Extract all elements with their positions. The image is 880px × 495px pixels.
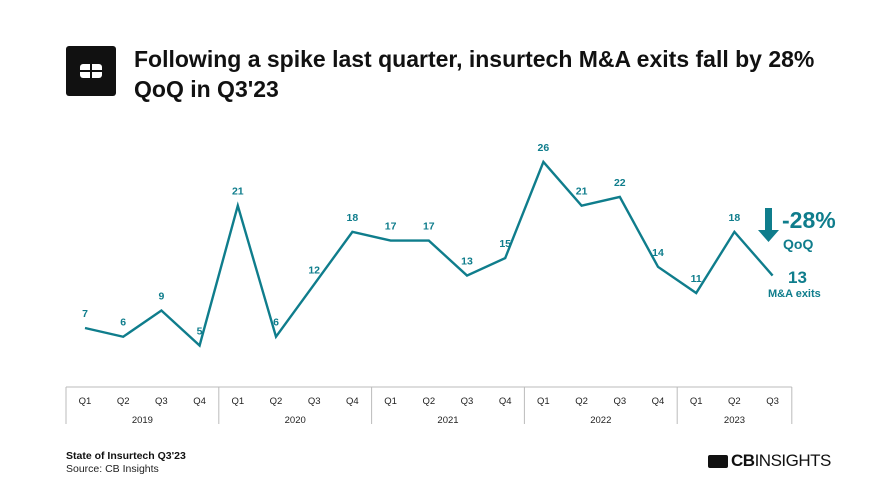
data-label: 14	[652, 247, 664, 259]
quarter-tick-label: Q1	[79, 396, 92, 407]
data-label: 26	[538, 142, 550, 154]
year-tick-label: 2019	[132, 415, 153, 426]
quarter-tick-label: Q3	[155, 396, 168, 407]
data-label: 12	[308, 264, 320, 276]
change-percent: -28%	[782, 207, 836, 233]
cb-insights-logo: CB INSIGHTS	[708, 451, 831, 471]
quarter-tick-label: Q1	[537, 396, 550, 407]
change-label: QoQ	[783, 236, 813, 252]
quarter-tick-label: Q1	[231, 396, 244, 407]
quarter-tick-label: Q2	[270, 396, 283, 407]
data-label: 13	[461, 256, 473, 268]
year-tick-label: 2021	[437, 415, 458, 426]
quarter-tick-label: Q4	[499, 396, 512, 407]
report-name: State of Insurtech Q3'23	[66, 450, 186, 462]
chart-title: Following a spike last quarter, insurtec…	[134, 46, 815, 102]
series-line	[84, 159, 774, 348]
quarter-tick-label: Q2	[575, 396, 588, 407]
quarter-tick-label: Q2	[728, 396, 741, 407]
quarter-tick-label: Q4	[193, 396, 206, 407]
data-label: 9	[158, 291, 164, 303]
brand-mark-icon	[708, 454, 728, 468]
quarter-tick-label: Q1	[690, 396, 703, 407]
quarter-tick-label: Q3	[308, 396, 321, 407]
data-label: 15	[499, 238, 511, 250]
data-label: 6	[120, 317, 126, 329]
quarter-tick-label: Q2	[117, 396, 130, 407]
logo-mark-icon	[80, 64, 102, 78]
quarter-tick-label: Q2	[422, 396, 435, 407]
brand-rest: INSIGHTS	[754, 451, 832, 470]
quarter-tick-label: Q3	[461, 396, 474, 407]
quarter-tick-label: Q1	[384, 396, 397, 407]
data-label: 21	[576, 186, 588, 198]
data-label: 11	[691, 273, 702, 285]
quarter-tick-label: Q3	[766, 396, 779, 407]
year-tick-label: 2023	[724, 415, 745, 426]
data-label: 7	[82, 308, 88, 320]
data-label: 22	[614, 177, 626, 189]
year-tick-label: 2020	[285, 415, 306, 426]
arrow-down-icon	[758, 208, 779, 242]
source-note: Source: CB Insights	[66, 463, 159, 475]
latest-value-label: M&A exits	[768, 288, 821, 300]
data-label: 17	[385, 221, 397, 233]
data-label: 17	[423, 221, 435, 233]
cb-logo-icon	[66, 46, 116, 96]
brand-bold: CB	[731, 451, 755, 470]
quarter-tick-label: Q3	[613, 396, 626, 407]
latest-value: 13	[788, 268, 807, 287]
quarter-tick-label: Q4	[346, 396, 359, 407]
data-label: 18	[729, 212, 741, 224]
year-tick-label: 2022	[590, 415, 611, 426]
quarter-tick-label: Q4	[652, 396, 665, 407]
data-label: 21	[232, 186, 244, 198]
data-label: 18	[347, 212, 359, 224]
data-label: 5	[197, 325, 203, 337]
data-label: 6	[273, 317, 279, 329]
